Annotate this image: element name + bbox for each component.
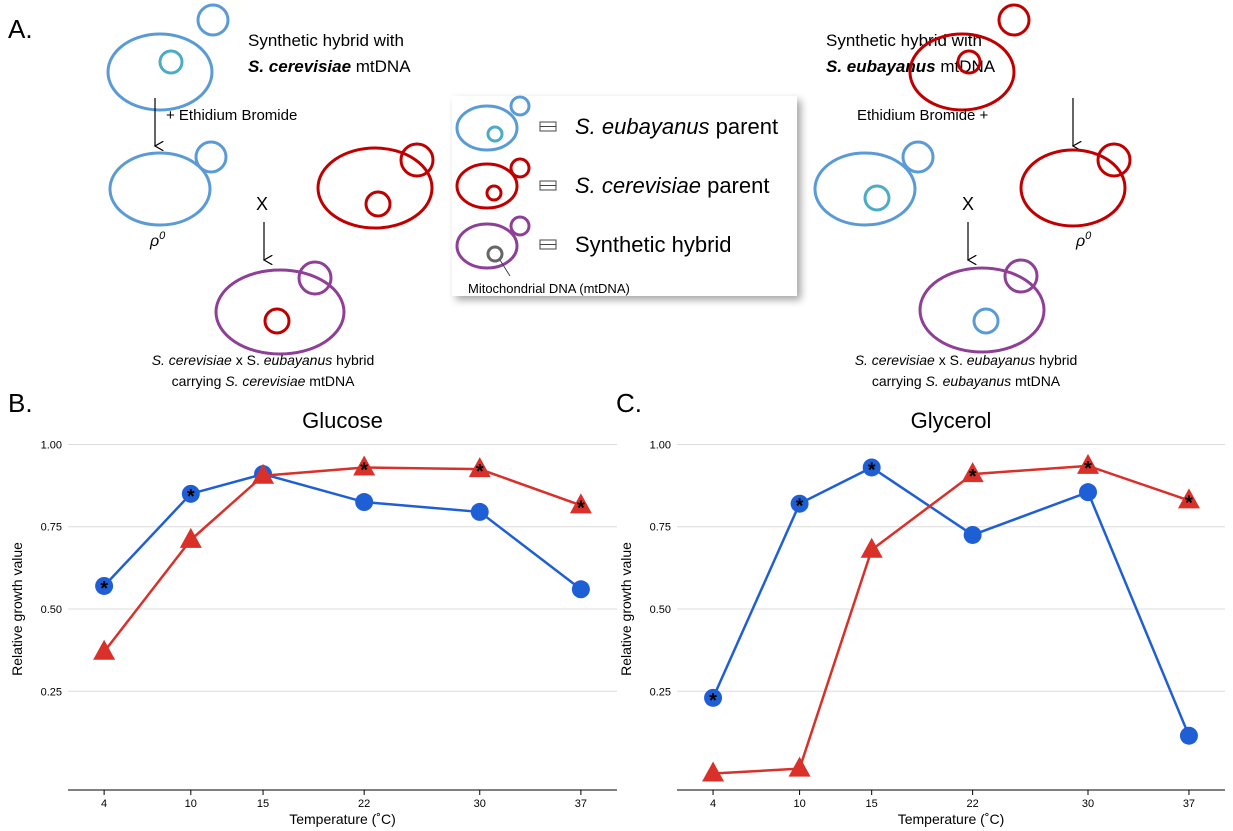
- legend-note: Mitochondrial DNA (mtDNA): [468, 281, 630, 296]
- marker: [1179, 726, 1198, 745]
- x-tick-label: 15: [866, 798, 878, 810]
- marker: [569, 493, 592, 514]
- annotation: *: [709, 690, 717, 712]
- marker: [179, 527, 202, 548]
- text: carrying S. cerevisiae mtDNA: [172, 373, 356, 389]
- x-tick-label: 15: [257, 798, 269, 810]
- annotation: *: [868, 459, 876, 481]
- marker: [468, 457, 491, 478]
- marker: [571, 580, 590, 599]
- marker: [788, 756, 811, 777]
- x-axis-label: Temperature (˚C): [898, 811, 1005, 827]
- marker: [702, 761, 725, 782]
- x-tick-label: 22: [358, 798, 370, 810]
- panel-label: B.: [8, 388, 33, 418]
- y-tick-label: 1.00: [650, 439, 671, 451]
- y-axis-label: Relative growth value: [618, 542, 634, 676]
- y-tick-label: 0.75: [650, 522, 671, 534]
- annotation: *: [1185, 492, 1193, 514]
- marker: [1077, 453, 1099, 474]
- series-line: [712, 464, 1190, 775]
- y-tick-label: 0.50: [41, 604, 62, 616]
- text: ρ0: [149, 230, 166, 250]
- marker: [93, 639, 116, 660]
- marker: [1079, 483, 1097, 502]
- annotation: *: [577, 497, 585, 519]
- series-line: [103, 466, 582, 653]
- x-tick-label: 22: [967, 798, 979, 810]
- text: carrying S. eubayanus mtDNA: [872, 373, 1061, 389]
- right-diagram: Synthetic hybrid with S. eubayanus mtDNA…: [813, 3, 1132, 389]
- marker: [860, 537, 883, 558]
- x-tick-label: 37: [1183, 798, 1195, 810]
- panel-label: A.: [8, 14, 33, 44]
- text: S. cerevisiae x S. eubayanus hybrid: [855, 352, 1078, 368]
- x-tick-label: 37: [575, 798, 587, 810]
- annotation: *: [476, 461, 484, 483]
- text: S. cerevisiae mtDNA: [248, 57, 411, 76]
- text: S. cerevisiae x S. eubayanus hybrid: [152, 352, 375, 368]
- chart-title: Glucose: [302, 408, 383, 433]
- annotation: *: [1084, 458, 1092, 480]
- marker: [252, 463, 275, 484]
- marker: [95, 576, 114, 595]
- text: X: [962, 194, 974, 214]
- left-diagram: Synthetic hybrid with S. cerevisiae mtDN…: [106, 3, 435, 389]
- x-axis-label: Temperature (˚C): [289, 811, 396, 827]
- x-tick-label: 4: [101, 798, 107, 810]
- marker: [961, 462, 984, 483]
- marker: [790, 494, 809, 513]
- marker: [355, 493, 374, 512]
- text: Synthetic hybrid with: [248, 31, 404, 50]
- x-tick-label: 10: [793, 798, 805, 810]
- panel-label: C.: [616, 388, 642, 418]
- y-tick-label: 0.25: [650, 686, 671, 698]
- marker: [353, 455, 376, 476]
- series-line: [711, 466, 1191, 737]
- legend-box: S. eubayanus parent S. cerevisiae parent…: [452, 95, 797, 296]
- text: + Ethidium Bromide: [166, 107, 297, 124]
- y-axis-label: Relative growth value: [9, 542, 25, 676]
- annotation: *: [360, 459, 368, 481]
- x-tick-label: 4: [710, 798, 716, 810]
- marker: [862, 458, 881, 477]
- chart-title: Glycerol: [911, 408, 992, 433]
- text: S. eubayanus mtDNA: [826, 57, 996, 76]
- series-line: [103, 472, 582, 591]
- legend-text: S. cerevisiae parent: [575, 173, 769, 198]
- y-tick-label: 0.50: [650, 604, 671, 616]
- legend-text: S. eubayanus parent: [575, 114, 778, 139]
- y-tick-label: 1.00: [41, 439, 62, 451]
- text: ρ0: [1075, 230, 1092, 250]
- y-tick-label: 0.75: [41, 522, 62, 534]
- annotation: *: [100, 578, 108, 600]
- marker: [470, 502, 489, 521]
- x-tick-label: 10: [185, 798, 197, 810]
- x-tick-label: 30: [474, 798, 486, 810]
- annotation: *: [969, 466, 977, 488]
- annotation: *: [796, 496, 804, 518]
- text: Ethidium Bromide +: [857, 107, 989, 124]
- annotation: *: [187, 486, 195, 508]
- x-tick-label: 30: [1082, 798, 1094, 810]
- y-tick-label: 0.25: [41, 686, 62, 698]
- marker: [704, 688, 723, 707]
- marker: [1177, 488, 1200, 509]
- text: X: [256, 194, 268, 214]
- marker: [963, 525, 982, 544]
- legend-text: Synthetic hybrid: [575, 232, 732, 257]
- marker: [181, 484, 200, 503]
